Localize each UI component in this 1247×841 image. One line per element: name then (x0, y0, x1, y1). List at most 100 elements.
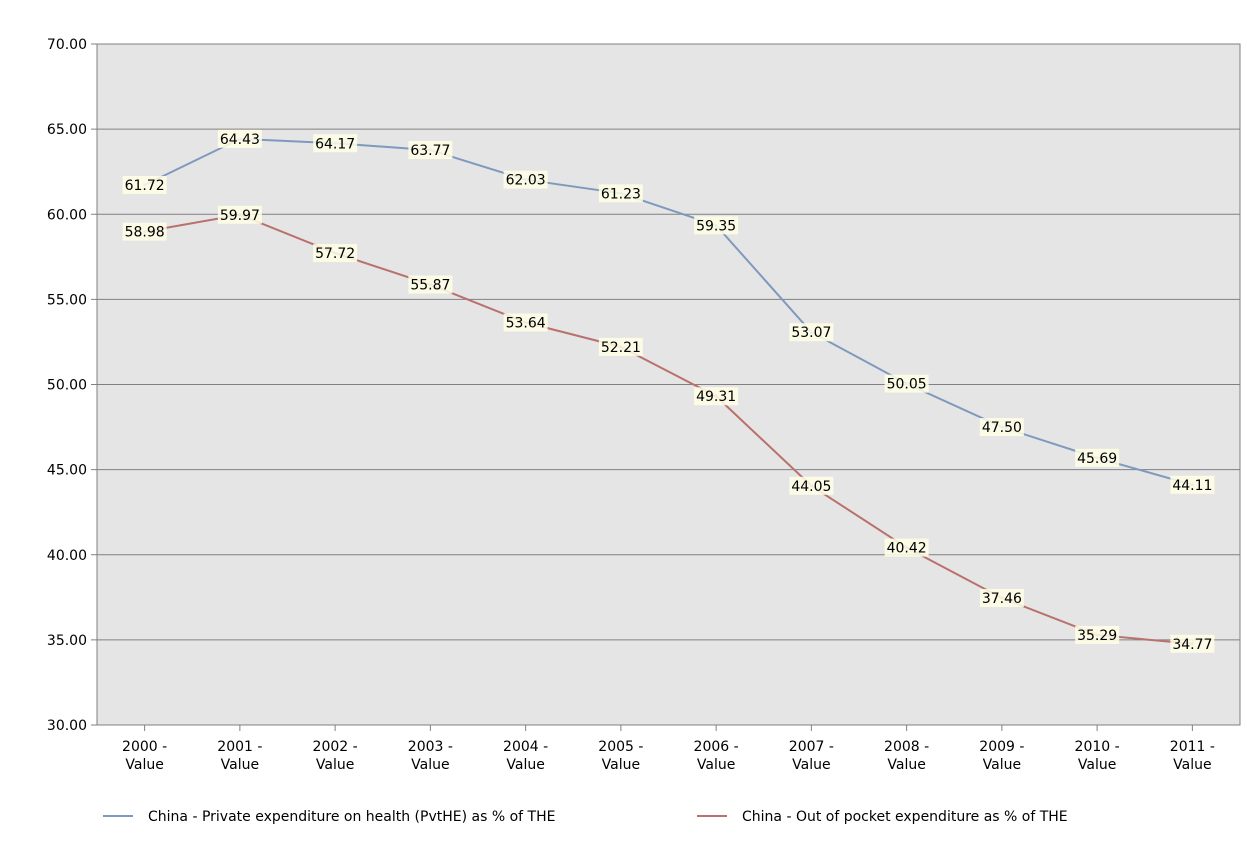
data-label-background (598, 337, 643, 356)
x-tick-label: 2006 -Value (694, 739, 739, 773)
data-label-text: 47.50 (982, 420, 1022, 436)
data-label-background (884, 538, 929, 557)
data-label-text: 61.72 (125, 178, 165, 194)
data-label: 52.21 (598, 337, 643, 356)
data-label-text: 50.05 (887, 377, 927, 393)
x-tick-label: 2007 -Value (789, 739, 834, 773)
data-label-background (1075, 448, 1120, 467)
x-tick-label: 2001 -Value (217, 739, 262, 773)
data-label: 59.35 (694, 216, 739, 235)
data-label-text: 59.97 (220, 208, 260, 224)
data-label-background (1075, 625, 1120, 644)
data-label: 49.31 (694, 387, 739, 406)
data-label-text: 35.29 (1077, 628, 1117, 644)
data-label: 53.64 (503, 313, 548, 332)
y-tick-label: 70.00 (47, 37, 87, 53)
data-label: 64.43 (217, 129, 262, 148)
data-label-background (979, 588, 1024, 607)
y-axis: 30.00 35.00 40.00 45.00 50.00 55.00 60.00 65.00… (47, 37, 98, 734)
data-label-text: 61.23 (601, 186, 641, 202)
data-label-background (1170, 475, 1215, 494)
data-label-background (694, 387, 739, 406)
x-axis: 2000 -Value 2001 -Value 2002 -Value 2003 -V… (122, 725, 1215, 773)
legend: China - Private expenditure on health (P… (103, 809, 1068, 825)
data-label: 53.07 (789, 323, 834, 342)
series-layer: 61.72 64.43 64.17 63.77 62.03 61.23 59.35 53.07… (122, 129, 1215, 653)
y-tick-label: 55.00 (47, 292, 87, 308)
data-label: 37.46 (979, 588, 1024, 607)
data-label-text: 59.35 (696, 218, 736, 234)
legend-label-out-of-pocket: China - Out of pocket expenditure as % o… (742, 809, 1068, 825)
data-label-background (503, 313, 548, 332)
data-label-background (503, 170, 548, 189)
x-tick-label: 2009 -Value (979, 739, 1024, 773)
data-label-text: 44.11 (1172, 478, 1212, 494)
x-tick-label: 2002 -Value (313, 739, 358, 773)
data-label-background (313, 244, 358, 263)
data-label-background (694, 216, 739, 235)
data-label-background (598, 184, 643, 203)
data-label: 50.05 (884, 374, 929, 393)
data-label: 55.87 (408, 275, 453, 294)
data-label: 62.03 (503, 170, 548, 189)
data-label: 34.77 (1170, 634, 1215, 653)
data-label-text: 62.03 (506, 173, 546, 189)
data-label-background (122, 175, 167, 194)
y-tick-label: 30.00 (47, 718, 87, 734)
data-labels: 61.72 64.43 64.17 63.77 62.03 61.23 59.35 53.07… (122, 129, 1215, 653)
data-label-text: 40.42 (887, 541, 927, 557)
y-tick-label: 45.00 (47, 463, 87, 479)
data-label: 35.29 (1075, 625, 1120, 644)
x-tick-label: 2004 -Value (503, 739, 548, 773)
data-label-background (979, 418, 1024, 437)
x-tick-label: 2008 -Value (884, 739, 929, 773)
x-tick-label: 2010 -Value (1075, 739, 1120, 773)
data-label-text: 34.77 (1172, 637, 1212, 653)
data-label-background (313, 134, 358, 153)
y-tick-label: 65.00 (47, 122, 87, 138)
data-label-text: 53.64 (506, 316, 546, 332)
x-tick-label: 2005 -Value (598, 739, 643, 773)
data-label-text: 55.87 (410, 278, 450, 294)
data-label-background (789, 323, 834, 342)
data-label-text: 49.31 (696, 389, 736, 405)
data-label-text: 37.46 (982, 591, 1022, 607)
data-label-text: 53.07 (791, 325, 831, 341)
y-tick-label: 40.00 (47, 548, 87, 564)
data-label-text: 58.98 (125, 225, 165, 241)
data-label: 45.69 (1075, 448, 1120, 467)
data-label: 57.72 (313, 244, 358, 263)
x-tick-label: 2011 -Value (1170, 739, 1215, 773)
data-label-background (217, 205, 262, 224)
data-label: 61.23 (598, 184, 643, 203)
data-label-text: 64.43 (220, 132, 260, 148)
data-label-text: 57.72 (315, 246, 355, 262)
data-label-background (789, 476, 834, 495)
data-label: 58.98 (122, 222, 167, 241)
data-label-background (122, 222, 167, 241)
x-tick-label: 2003 -Value (408, 739, 453, 773)
x-tick-label: 2000 -Value (122, 739, 167, 773)
data-label: 59.97 (217, 205, 262, 224)
legend-label-private-expenditure: China - Private expenditure on health (P… (148, 809, 555, 825)
data-label-text: 64.17 (315, 136, 355, 152)
y-tick-label: 35.00 (47, 633, 87, 649)
data-label: 47.50 (979, 418, 1024, 437)
data-label-background (884, 374, 929, 393)
data-label-text: 45.69 (1077, 451, 1117, 467)
y-tick-label: 50.00 (47, 378, 87, 394)
data-label-background (217, 129, 262, 148)
plot-area (96, 43, 1241, 726)
data-label-background (408, 275, 453, 294)
data-label-background (408, 141, 453, 160)
data-label: 63.77 (408, 141, 453, 160)
data-label-text: 52.21 (601, 340, 641, 356)
data-label: 40.42 (884, 538, 929, 557)
data-label: 44.05 (789, 476, 834, 495)
data-label-text: 63.77 (410, 143, 450, 159)
data-label-background (1170, 634, 1215, 653)
data-label: 61.72 (122, 175, 167, 194)
data-label: 64.17 (313, 134, 358, 153)
y-tick-label: 60.00 (47, 207, 87, 223)
